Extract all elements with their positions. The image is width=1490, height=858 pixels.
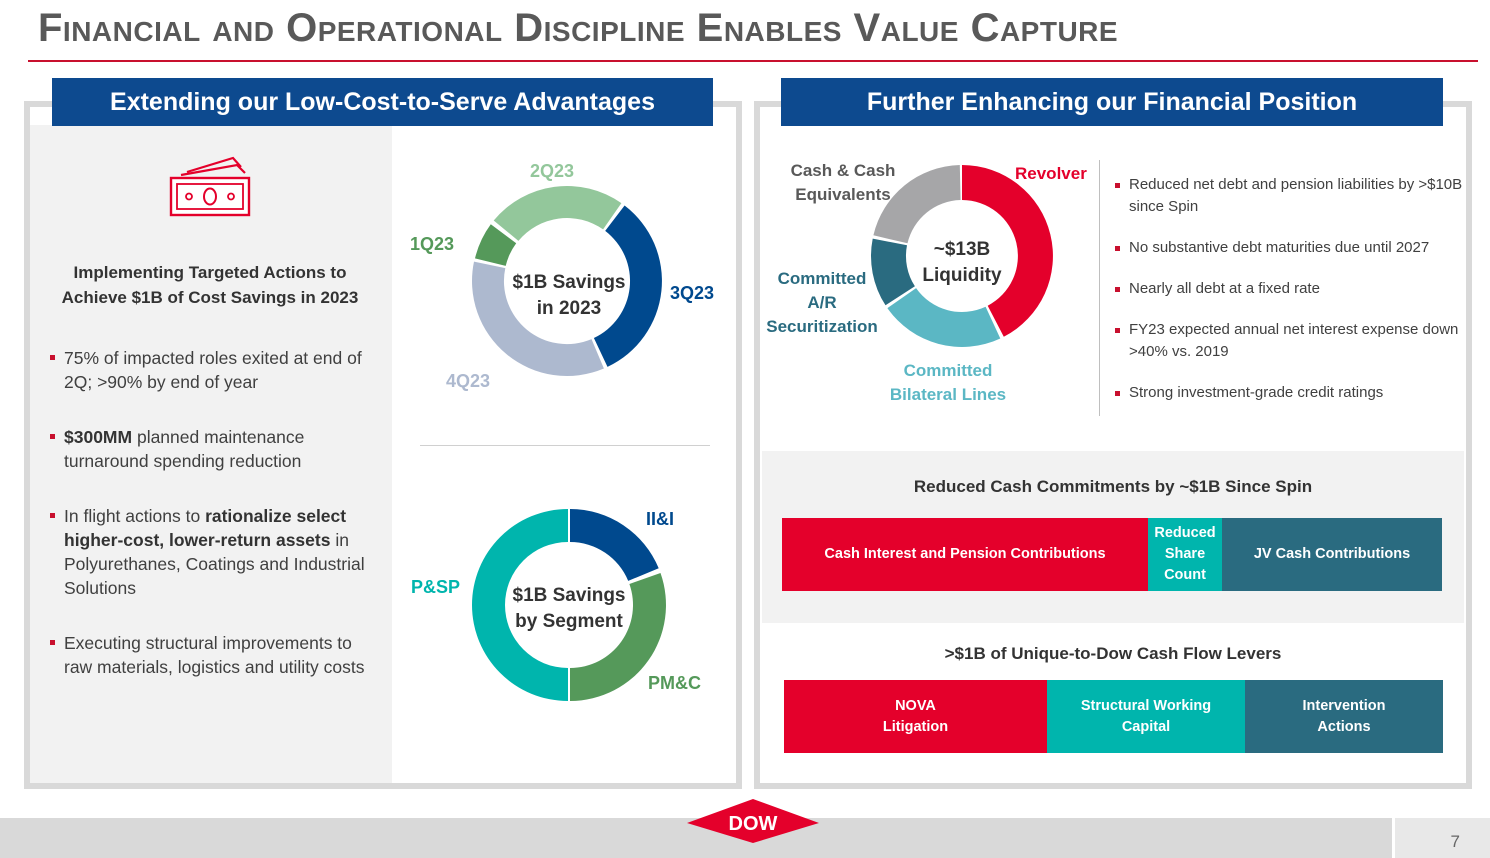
donut2-center-label: $1B Savings by Segment (500, 583, 638, 635)
label-3q23: 3Q23 (670, 283, 715, 303)
label-bilateral-line2: Bilateral Lines (889, 385, 1007, 404)
right-panel (754, 101, 1472, 789)
levers-nova: NOVA Litigation (784, 680, 1047, 753)
savings-heading: Implementing Targeted Actions to Achieve… (40, 260, 380, 310)
commitments-jv-cash: JV Cash Contributions (1222, 518, 1442, 591)
right-panel-header: Further Enhancing our Financial Position (781, 78, 1443, 126)
label-cash: Cash & Cash Equivalents (784, 159, 902, 207)
commitments-title: Reduced Cash Commitments by ~$1B Since S… (913, 477, 1313, 496)
money-icon (165, 155, 255, 217)
label-ii: II&I (646, 509, 675, 529)
label-ar-line1: Committed (777, 269, 867, 288)
label-cash-line2: Equivalents (795, 185, 891, 204)
right-bullet: No substantive debt maturities due until… (1115, 237, 1465, 259)
label-2q23: 2Q23 (530, 161, 575, 181)
left-bullet-list: 75% of impacted roles exited at end of 2… (50, 346, 370, 710)
liquidity-center-line1: ~$13B (933, 239, 991, 260)
savings-heading-line2: Achieve $1B of Cost Savings in 2023 (61, 288, 359, 307)
right-bullet: Reduced net debt and pension liabilities… (1115, 174, 1465, 218)
page-number-box (1392, 818, 1490, 858)
levers-intervention: Intervention Actions (1245, 680, 1443, 753)
donut-divider (420, 445, 710, 446)
savings-heading-line1: Implementing Targeted Actions to (73, 263, 347, 282)
commitments-share-count: Reduced Share Count (1148, 518, 1222, 591)
donut-slice-2q23 (493, 185, 622, 241)
donut2-center-line1: $1B Savings (512, 585, 626, 606)
label-ar-line2: A/R (807, 293, 837, 312)
dow-logo-text: DOW (729, 813, 778, 835)
donut-slice-ar (871, 238, 915, 306)
levers-title: >$1B of Unique-to-Dow Cash Flow Levers (944, 644, 1282, 663)
donut-slice-ii (570, 509, 659, 581)
label-ar-line3: Securitization (766, 317, 878, 336)
label-psp: P&SP (411, 577, 461, 597)
donut-slice-revolver (962, 165, 1053, 337)
donut-slice-1q23 (475, 224, 517, 266)
label-bilateral-line1: Committed (903, 361, 993, 380)
donut1-center-line2: in 2023 (536, 298, 602, 319)
donut-slice-bilateral (887, 288, 1001, 347)
left-text-area (30, 125, 392, 783)
donut2-center-line2: by Segment (515, 611, 623, 632)
left-bullet: Executing structural improvements to raw… (50, 631, 370, 679)
label-4q23: 4Q23 (446, 371, 491, 391)
right-bullet-list: Reduced net debt and pension liabilities… (1115, 174, 1465, 423)
label-1q23: 1Q23 (410, 234, 455, 254)
donut-slice-3q23 (593, 205, 662, 367)
label-bilateral: Committed Bilateral Lines (878, 359, 1018, 407)
donut-slice-psp (472, 509, 568, 701)
liquidity-donut (871, 165, 1053, 347)
liquidity-center-label: ~$13B Liquidity (900, 237, 1024, 289)
donut-slice-cash (873, 165, 961, 244)
page-number: 7 (1450, 832, 1460, 851)
donut-slice-pmc (570, 573, 666, 701)
segment-savings-donut (472, 509, 666, 701)
left-bullet: In flight actions to rationalize select … (50, 504, 370, 600)
liquidity-center-line2: Liquidity (922, 265, 1002, 286)
levers-working-capital: Structural Working Capital (1047, 680, 1245, 753)
label-revolver: Revolver (1015, 164, 1087, 183)
dow-logo: DOW (683, 797, 823, 845)
right-bullet: Nearly all debt at a fixed rate (1115, 278, 1465, 300)
label-pmc: PM&C (648, 673, 701, 693)
left-bullet: $300MM planned maintenance turnaround sp… (50, 425, 370, 473)
left-panel-header: Extending our Low-Cost-to-Serve Advantag… (52, 78, 713, 126)
right-bullet: Strong investment-grade credit ratings (1115, 382, 1465, 404)
label-cash-line1: Cash & Cash (790, 161, 896, 180)
page-title: Financial and Operational Discipline Ena… (38, 6, 1119, 50)
commitments-cash-interest: Cash Interest and Pension Contributions (782, 518, 1148, 591)
left-bullet: 75% of impacted roles exited at end of 2… (50, 346, 370, 394)
donut1-center-label: $1B Savings in 2023 (500, 270, 638, 322)
donut1-center-line1: $1B Savings (512, 272, 626, 293)
right-bullet: FY23 expected annual net interest expens… (1115, 319, 1465, 363)
quarterly-savings-donut (472, 185, 662, 376)
right-vertical-divider (1099, 160, 1100, 416)
title-divider (28, 60, 1478, 62)
label-ar: Committed A/R Securitization (762, 267, 882, 339)
donut-slice-4q23 (472, 261, 604, 376)
